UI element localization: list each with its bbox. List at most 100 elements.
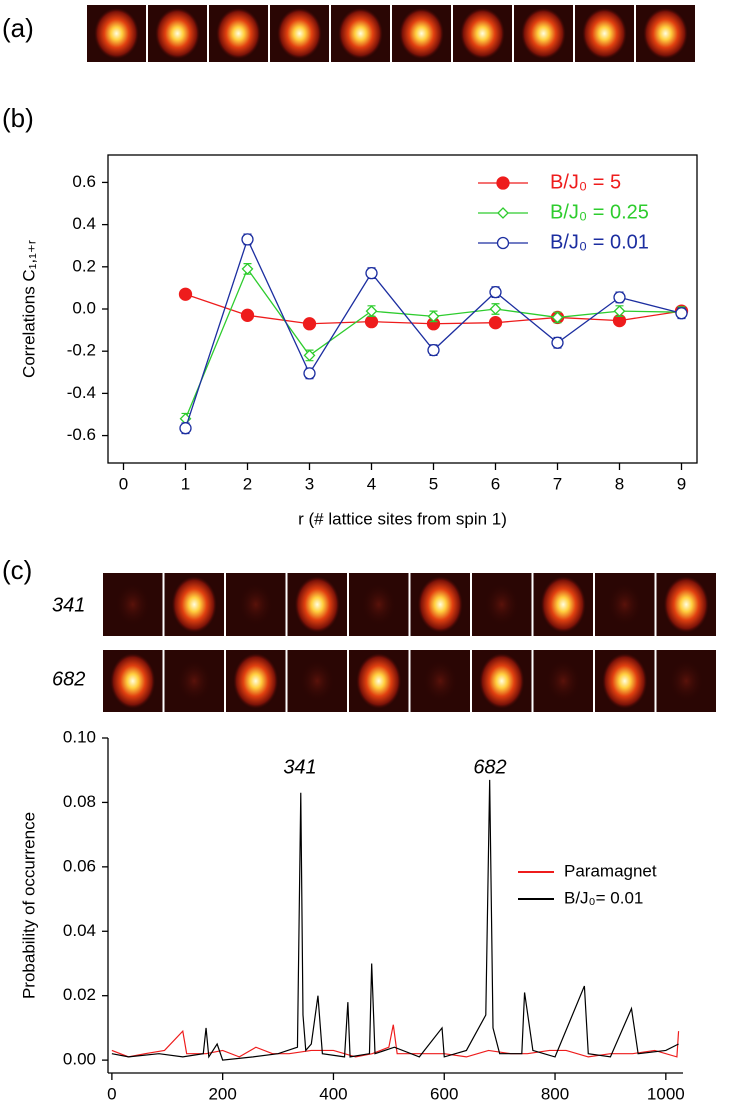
y-tick-label: -0.6 bbox=[67, 425, 96, 444]
x-tick-label: 2 bbox=[243, 474, 252, 493]
data-point bbox=[303, 367, 316, 380]
ion-dark bbox=[176, 659, 213, 703]
y-tick-label: 0.08 bbox=[63, 792, 96, 811]
ion-dark bbox=[422, 659, 459, 703]
ion-bright bbox=[277, 7, 322, 60]
data-point bbox=[675, 307, 688, 320]
y-tick-label: 0.2 bbox=[72, 256, 96, 275]
data-point bbox=[551, 311, 564, 324]
panel-label: (c) bbox=[2, 555, 32, 585]
y-tick-label: 0.02 bbox=[63, 985, 96, 1004]
ion-dark bbox=[668, 659, 705, 703]
ion-dark bbox=[483, 582, 520, 627]
ion-bright bbox=[356, 653, 402, 709]
panel-label: (a) bbox=[2, 13, 34, 43]
legend-label: B/J₀ = 0.25 bbox=[550, 201, 649, 223]
frame-divider bbox=[207, 5, 209, 62]
data-point bbox=[489, 303, 502, 315]
frame-divider bbox=[408, 650, 411, 712]
ion-dark bbox=[360, 582, 397, 627]
ion-bright bbox=[294, 576, 340, 633]
peak-annotation: 682 bbox=[473, 756, 506, 778]
data-point bbox=[302, 317, 317, 331]
frame-divider bbox=[408, 573, 411, 636]
ion-bright bbox=[155, 7, 200, 60]
legend-label: Paramagnet bbox=[564, 861, 657, 880]
x-tick-label: 9 bbox=[677, 474, 686, 493]
x-tick-label: 6 bbox=[491, 474, 500, 493]
legend-label: B/J₀ = 0.01 bbox=[550, 231, 649, 253]
ion-bright bbox=[338, 7, 383, 60]
x-tick-label: 0 bbox=[107, 1084, 116, 1103]
peak-annotation: 341 bbox=[283, 756, 316, 778]
camera-images bbox=[87, 5, 716, 712]
y-tick-label: 0.06 bbox=[63, 856, 96, 875]
data-point bbox=[365, 305, 378, 318]
frame-divider bbox=[390, 5, 392, 62]
image-row-label: 682 bbox=[52, 668, 85, 690]
x-tick-label: 7 bbox=[553, 474, 562, 493]
frame-divider bbox=[347, 573, 349, 636]
ion-dark bbox=[606, 582, 643, 627]
x-axis-label: r (# lattice sites from spin 1) bbox=[298, 509, 507, 528]
frame-divider bbox=[162, 573, 165, 636]
x-tick-label: 0 bbox=[119, 474, 128, 493]
data-point bbox=[489, 285, 502, 299]
frame-divider bbox=[573, 5, 575, 62]
frame-divider bbox=[285, 573, 288, 636]
data-point bbox=[364, 315, 379, 329]
ion-bright bbox=[582, 7, 627, 60]
y-axis-label: Probability of occurrence bbox=[19, 812, 38, 999]
ion-bright bbox=[171, 576, 217, 633]
frame-divider bbox=[470, 573, 472, 636]
legend-marker bbox=[497, 207, 509, 219]
data-point bbox=[178, 287, 193, 301]
y-axis-label: Correlations C₁,₁₊ᵣ bbox=[19, 240, 38, 378]
y-tick-label: 0.10 bbox=[63, 727, 96, 746]
frame-divider bbox=[285, 650, 288, 712]
x-tick-label: 200 bbox=[208, 1084, 236, 1103]
y-tick-label: 0.4 bbox=[72, 214, 96, 233]
frame-divider bbox=[451, 5, 453, 62]
x-tick-label: 8 bbox=[615, 474, 624, 493]
ion-bright bbox=[417, 576, 463, 633]
ion-bright bbox=[643, 7, 688, 60]
frame-divider bbox=[654, 573, 657, 636]
x-tick-label: 3 bbox=[305, 474, 314, 493]
ion-bright bbox=[521, 7, 566, 60]
frame-divider bbox=[162, 650, 165, 712]
frame-divider bbox=[470, 650, 472, 712]
y-tick-label: 0.0 bbox=[72, 298, 96, 317]
y-tick-label: 0.00 bbox=[63, 1050, 96, 1069]
data-point bbox=[241, 233, 254, 246]
y-tick-label: -0.2 bbox=[67, 341, 96, 360]
legend-marker bbox=[496, 236, 510, 250]
data-point bbox=[303, 349, 316, 362]
y-tick-label: 0.04 bbox=[63, 921, 96, 940]
x-tick-label: 800 bbox=[541, 1084, 569, 1103]
ion-bright bbox=[94, 7, 139, 60]
ion-dark bbox=[299, 659, 336, 703]
frame-divider bbox=[531, 573, 534, 636]
data-point bbox=[365, 266, 378, 280]
ion-bright bbox=[663, 576, 709, 633]
legend-label: B/J₀= 0.01 bbox=[564, 888, 643, 907]
data-point bbox=[488, 316, 503, 330]
frame-divider bbox=[654, 650, 657, 712]
x-tick-label: 1 bbox=[181, 474, 190, 493]
ion-bright bbox=[399, 7, 444, 60]
frame-divider bbox=[634, 5, 636, 62]
ion-bright bbox=[216, 7, 261, 60]
frame-divider bbox=[593, 650, 595, 712]
frame-divider bbox=[329, 5, 331, 62]
x-tick-label: 5 bbox=[429, 474, 438, 493]
data-point bbox=[551, 336, 564, 349]
ion-bright bbox=[233, 653, 279, 709]
frame-divider bbox=[268, 5, 270, 62]
ion-dark bbox=[237, 582, 274, 627]
series-line bbox=[184, 237, 682, 429]
data-point bbox=[613, 291, 626, 304]
frame-divider bbox=[224, 573, 226, 636]
ion-bright bbox=[602, 653, 648, 709]
